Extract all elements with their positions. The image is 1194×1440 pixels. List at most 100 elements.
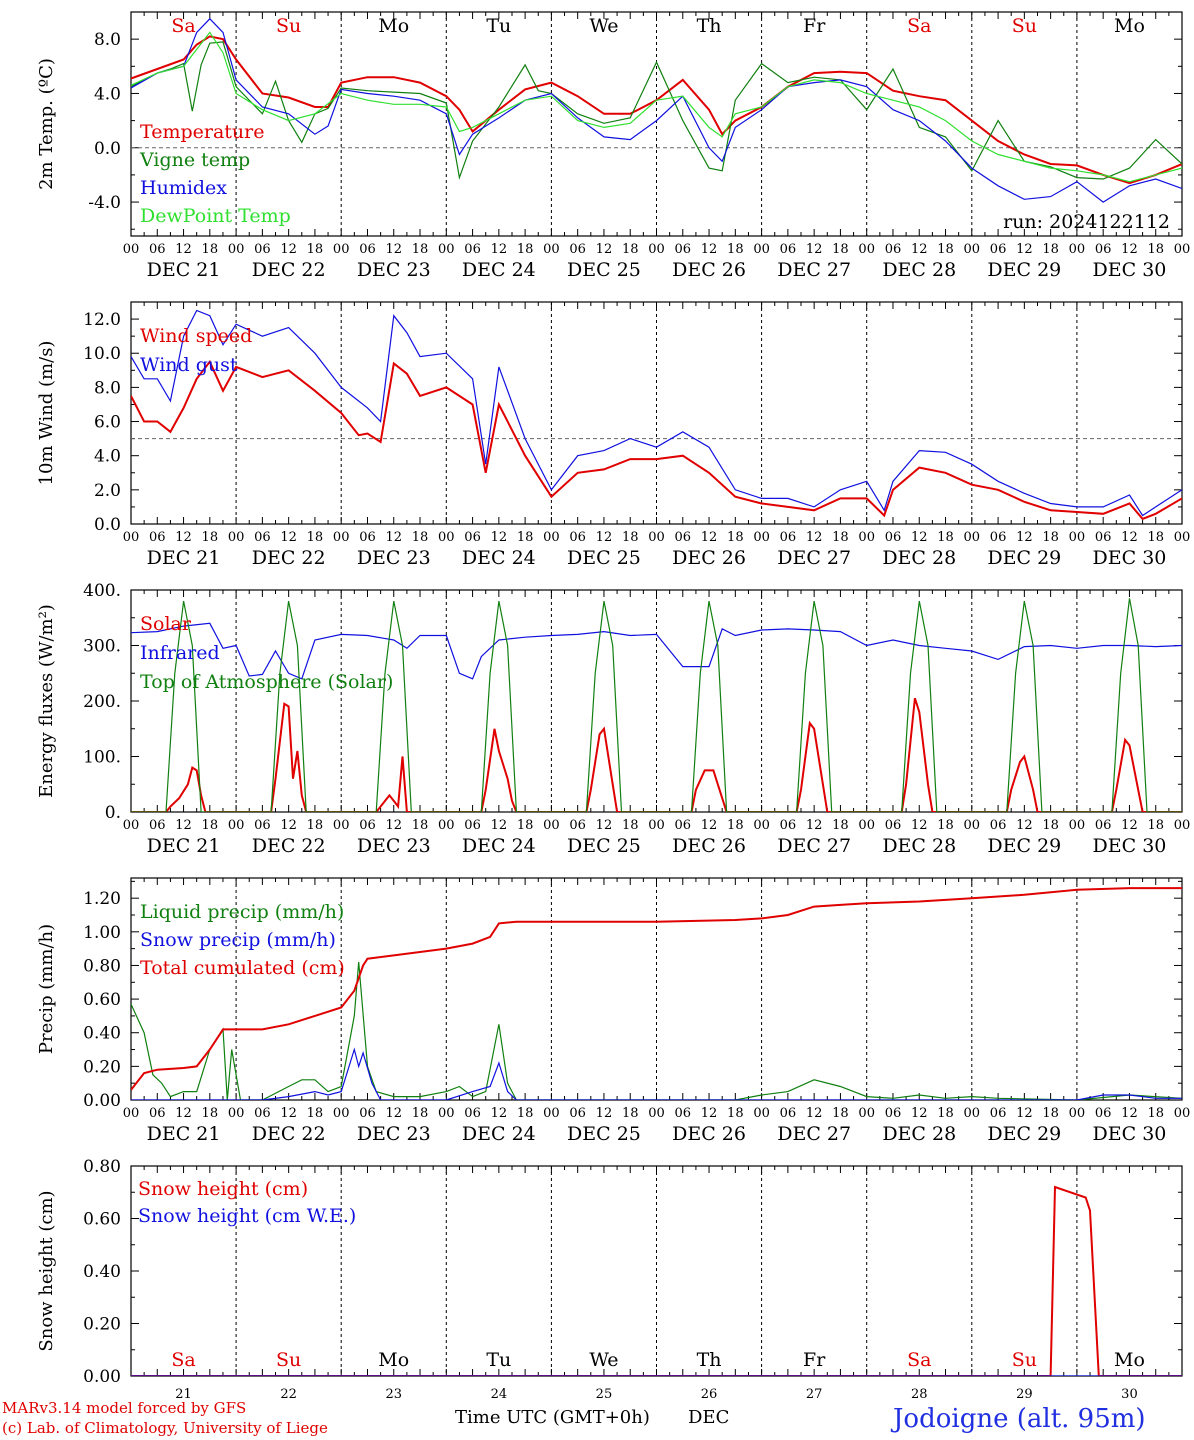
date-label: DEC 23: [357, 547, 431, 569]
date-label: DEC 26: [672, 547, 746, 569]
date-label: DEC 27: [777, 835, 851, 857]
hour-label: 06: [569, 1106, 586, 1121]
hour-label: 18: [1042, 818, 1059, 833]
hour-label: 06: [675, 242, 692, 257]
panel-energy: 0. 100. 200. 300. 400. Energy fluxes (W/m²) So…: [36, 581, 1191, 857]
day-number: 30: [1121, 1387, 1138, 1402]
panel-wind: 0.0 2.0 4.0 6.0 8.0 10.0 12.0 10m Wind (m/s) Win…: [36, 301, 1190, 569]
hour-label: 00: [1069, 242, 1086, 257]
legend-entry: Temperature: [140, 121, 264, 143]
date-label: DEC 29: [987, 547, 1061, 569]
hour-label: 18: [832, 242, 849, 257]
y-tick-label: 0.80: [83, 1157, 121, 1177]
hour-label: 12: [806, 1106, 823, 1121]
hour-label: 18: [622, 1106, 639, 1121]
hour-label: 12: [280, 530, 297, 545]
date-label: DEC 24: [462, 1123, 536, 1145]
date-label: DEC 23: [357, 1123, 431, 1145]
date-label: DEC 29: [987, 259, 1061, 281]
hour-label: 00: [858, 530, 875, 545]
hour-label: 06: [675, 1106, 692, 1121]
hour-label: 12: [806, 818, 823, 833]
footer-model: MARv3.14 model forced by GFS: [2, 1399, 246, 1417]
day-name: Su: [276, 15, 301, 37]
hour-label: 18: [202, 818, 219, 833]
hour-label: 18: [202, 1106, 219, 1121]
day-name: Su: [1012, 15, 1037, 37]
date-label: DEC 21: [147, 835, 221, 857]
date-label: DEC 28: [882, 259, 956, 281]
station-label: Jodoigne (alt. 95m): [890, 1404, 1146, 1434]
hour-label: 18: [727, 242, 744, 257]
hour-label: 06: [254, 242, 271, 257]
hour-label: 12: [596, 818, 613, 833]
hour-label: 00: [438, 1106, 455, 1121]
hour-label: 06: [780, 242, 797, 257]
panel-temp: -4.0 0.0 4.0 8.0 2m Temp. (ºC) Temperature Vig…: [36, 11, 1191, 281]
panel-frame: [130, 11, 1183, 237]
hour-label: 00: [1174, 818, 1191, 833]
series-line-dewpoint-temp: [131, 31, 1182, 183]
y-tick-label: 0.00: [83, 1367, 121, 1387]
hour-label: 00: [438, 530, 455, 545]
legend-entry: Total cumulated (cm): [140, 957, 345, 979]
hour-label: 12: [911, 1106, 928, 1121]
date-label: DEC 21: [147, 547, 221, 569]
hour-label: 18: [1147, 242, 1164, 257]
hour-label: 00: [228, 1106, 245, 1121]
hour-label: 00: [333, 530, 350, 545]
y-tick-label: 100.: [83, 748, 121, 768]
hour-label: 12: [385, 242, 402, 257]
hour-label: 18: [307, 242, 324, 257]
y-tick-label: 6.0: [94, 413, 121, 433]
hour-label: 00: [648, 242, 665, 257]
hour-label: 12: [911, 530, 928, 545]
date-label: DEC 30: [1093, 835, 1167, 857]
date-label: DEC 30: [1093, 1123, 1167, 1145]
hour-label: 00: [753, 1106, 770, 1121]
date-label: DEC 24: [462, 547, 536, 569]
day-name: Tu: [486, 15, 511, 37]
hour-label: 00: [858, 1106, 875, 1121]
day-number: 27: [806, 1387, 823, 1402]
legend-entry: Top of Atmosphere (Solar): [140, 671, 393, 693]
hour-label: 18: [622, 530, 639, 545]
legend-entry: Snow precip (mm/h): [140, 929, 336, 951]
day-name: Su: [1012, 1349, 1037, 1371]
hour-label: 18: [307, 818, 324, 833]
hour-label: 00: [858, 818, 875, 833]
y-tick-label: 1.20: [83, 889, 121, 909]
y-tick-label: 0.80: [83, 956, 121, 976]
y-tick-label: 0.60: [83, 1210, 121, 1230]
hour-label: 06: [149, 242, 166, 257]
day-name: We: [589, 15, 618, 37]
y-tick-label: 0.00: [83, 1091, 121, 1111]
y-axis-label: Precip (mm/h): [36, 924, 57, 1054]
y-tick-label: 4.0: [94, 447, 121, 467]
hour-label: 18: [517, 818, 534, 833]
hour-label: 06: [885, 242, 902, 257]
hour-label: 00: [1174, 242, 1191, 257]
y-axis-label: 10m Wind (m/s): [36, 341, 57, 486]
hour-label: 06: [359, 818, 376, 833]
hour-label: 18: [727, 1106, 744, 1121]
date-label: DEC 30: [1093, 259, 1167, 281]
hour-label: 12: [175, 818, 192, 833]
hour-label: 18: [622, 818, 639, 833]
hour-label: 00: [543, 818, 560, 833]
hour-label: 12: [491, 1106, 508, 1121]
hour-label: 00: [228, 818, 245, 833]
date-label: DEC 23: [357, 835, 431, 857]
hour-label: 18: [1147, 530, 1164, 545]
hour-label: 00: [438, 818, 455, 833]
date-label: DEC 29: [987, 1123, 1061, 1145]
day-name: Mo: [378, 15, 409, 37]
hour-label: 00: [1069, 1106, 1086, 1121]
y-axis-label: Snow height (cm): [36, 1190, 57, 1351]
day-name: Mo: [1114, 15, 1145, 37]
date-label: DEC 22: [252, 1123, 326, 1145]
y-axis-label: Energy fluxes (W/m²): [36, 604, 57, 798]
y-tick-label: 12.0: [83, 310, 121, 330]
hour-label: 00: [964, 1106, 981, 1121]
hour-label: 12: [806, 530, 823, 545]
